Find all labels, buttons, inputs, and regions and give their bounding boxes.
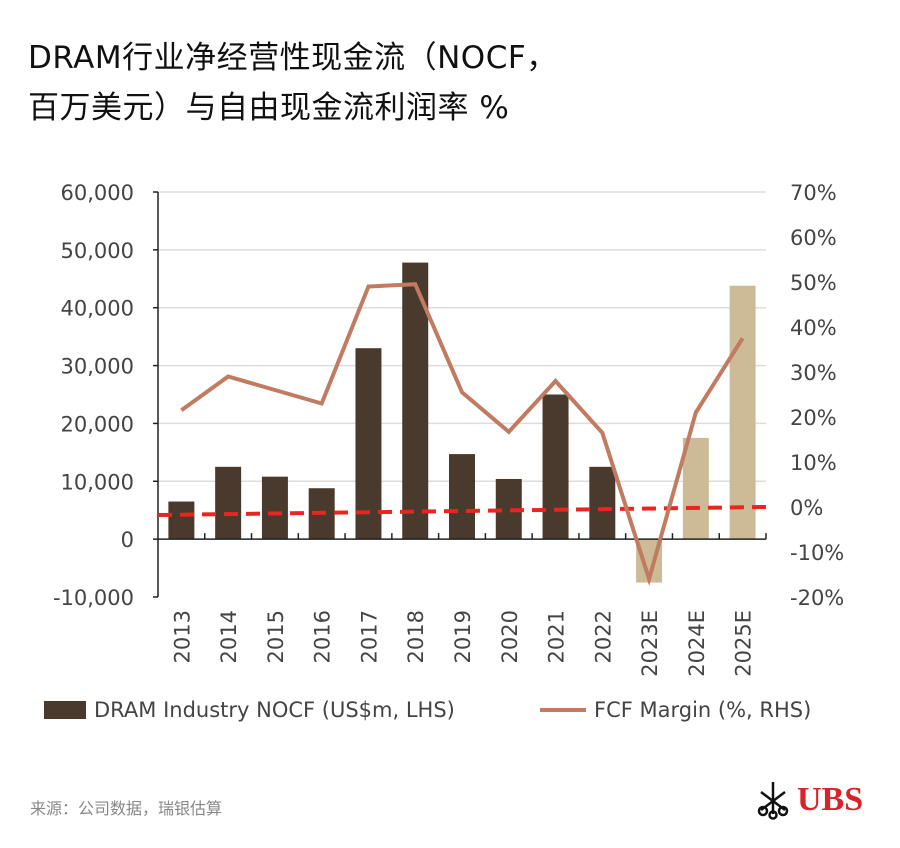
right-axis-tick-label: 30% xyxy=(790,361,837,385)
x-axis-tick-label: 2020 xyxy=(498,610,522,663)
x-axis-tick-label: 2025E xyxy=(732,610,756,677)
right-axis-tick-label: 20% xyxy=(790,406,837,430)
chart-title-line2: 百万美元）与自由现金流利润率 % xyxy=(28,90,510,126)
bar-2024E xyxy=(682,437,709,540)
left-axis-tick-label: -10,000 xyxy=(53,586,134,610)
bar-2013 xyxy=(168,501,195,540)
legend-bar-swatch xyxy=(44,701,86,719)
bar-2025E xyxy=(729,285,756,540)
x-axis-tick-label: 2017 xyxy=(357,610,381,663)
x-axis-tick-label: 2016 xyxy=(311,610,335,663)
left-axis-tick-label: 20,000 xyxy=(61,412,134,436)
bar-2017 xyxy=(355,348,382,540)
right-axis-tick-label: 40% xyxy=(790,316,837,340)
legend-label-fcf: FCF Margin (%, RHS) xyxy=(594,698,812,722)
x-axis-tick-label: 2018 xyxy=(404,610,428,663)
ubs-logo: UBS xyxy=(755,780,863,820)
x-axis-tick-label: 2013 xyxy=(170,610,194,663)
ubs-keys-icon xyxy=(757,782,789,820)
legend-item-fcf: FCF Margin (%, RHS) xyxy=(540,698,811,722)
right-axis-tick-label: 60% xyxy=(790,226,837,250)
legend-item-nocf: DRAM Industry NOCF (US$m, LHS) xyxy=(44,698,455,722)
x-axis-tick-label: 2014 xyxy=(217,610,241,663)
chart-title-line1: DRAM行业净经营性现金流（NOCF， xyxy=(28,40,558,76)
bar-2014 xyxy=(215,466,242,540)
x-axis-tick-label: 2022 xyxy=(591,610,615,663)
right-axis-tick-label: 70% xyxy=(790,181,837,205)
legend-label-nocf: DRAM Industry NOCF (US$m, LHS) xyxy=(94,698,455,722)
right-axis-tick-label: 10% xyxy=(790,451,837,475)
left-axis-tick-label: 0 xyxy=(121,528,134,552)
left-axis-tick-label: 30,000 xyxy=(61,355,134,379)
bar-2015 xyxy=(261,476,288,540)
right-axis-tick-label: 0% xyxy=(790,496,823,520)
x-axis-tick-label: 2023E xyxy=(638,610,662,677)
x-axis-tick-label: 2021 xyxy=(545,610,569,663)
bar-2019 xyxy=(449,454,475,540)
source-note: 来源：公司数据，瑞银估算 xyxy=(30,799,223,818)
bar-2021 xyxy=(542,394,569,540)
left-axis-tick-label: 60,000 xyxy=(61,181,134,205)
left-axis-tick-label: 10,000 xyxy=(61,470,134,494)
bar-2022 xyxy=(589,466,616,540)
x-axis-tick-label: 2024E xyxy=(685,610,709,677)
zero-reference-line xyxy=(157,505,767,517)
legend-line-swatch xyxy=(540,708,586,712)
right-axis-tick-label: -10% xyxy=(790,541,844,565)
left-axis-tick-label: 50,000 xyxy=(61,239,134,263)
x-axis-tick-label: 2019 xyxy=(451,610,475,663)
x-axis-tick-label: 2015 xyxy=(264,610,288,663)
right-axis-tick-label: -20% xyxy=(790,586,844,610)
chart-plot: -10,000 0 10,000 20,000 30,000 40,000 50,000 60… xyxy=(53,181,844,677)
left-axis-tick-label: 40,000 xyxy=(61,297,134,321)
right-axis-tick-label: 50% xyxy=(790,271,837,295)
ubs-logo-text: UBS xyxy=(797,781,864,818)
